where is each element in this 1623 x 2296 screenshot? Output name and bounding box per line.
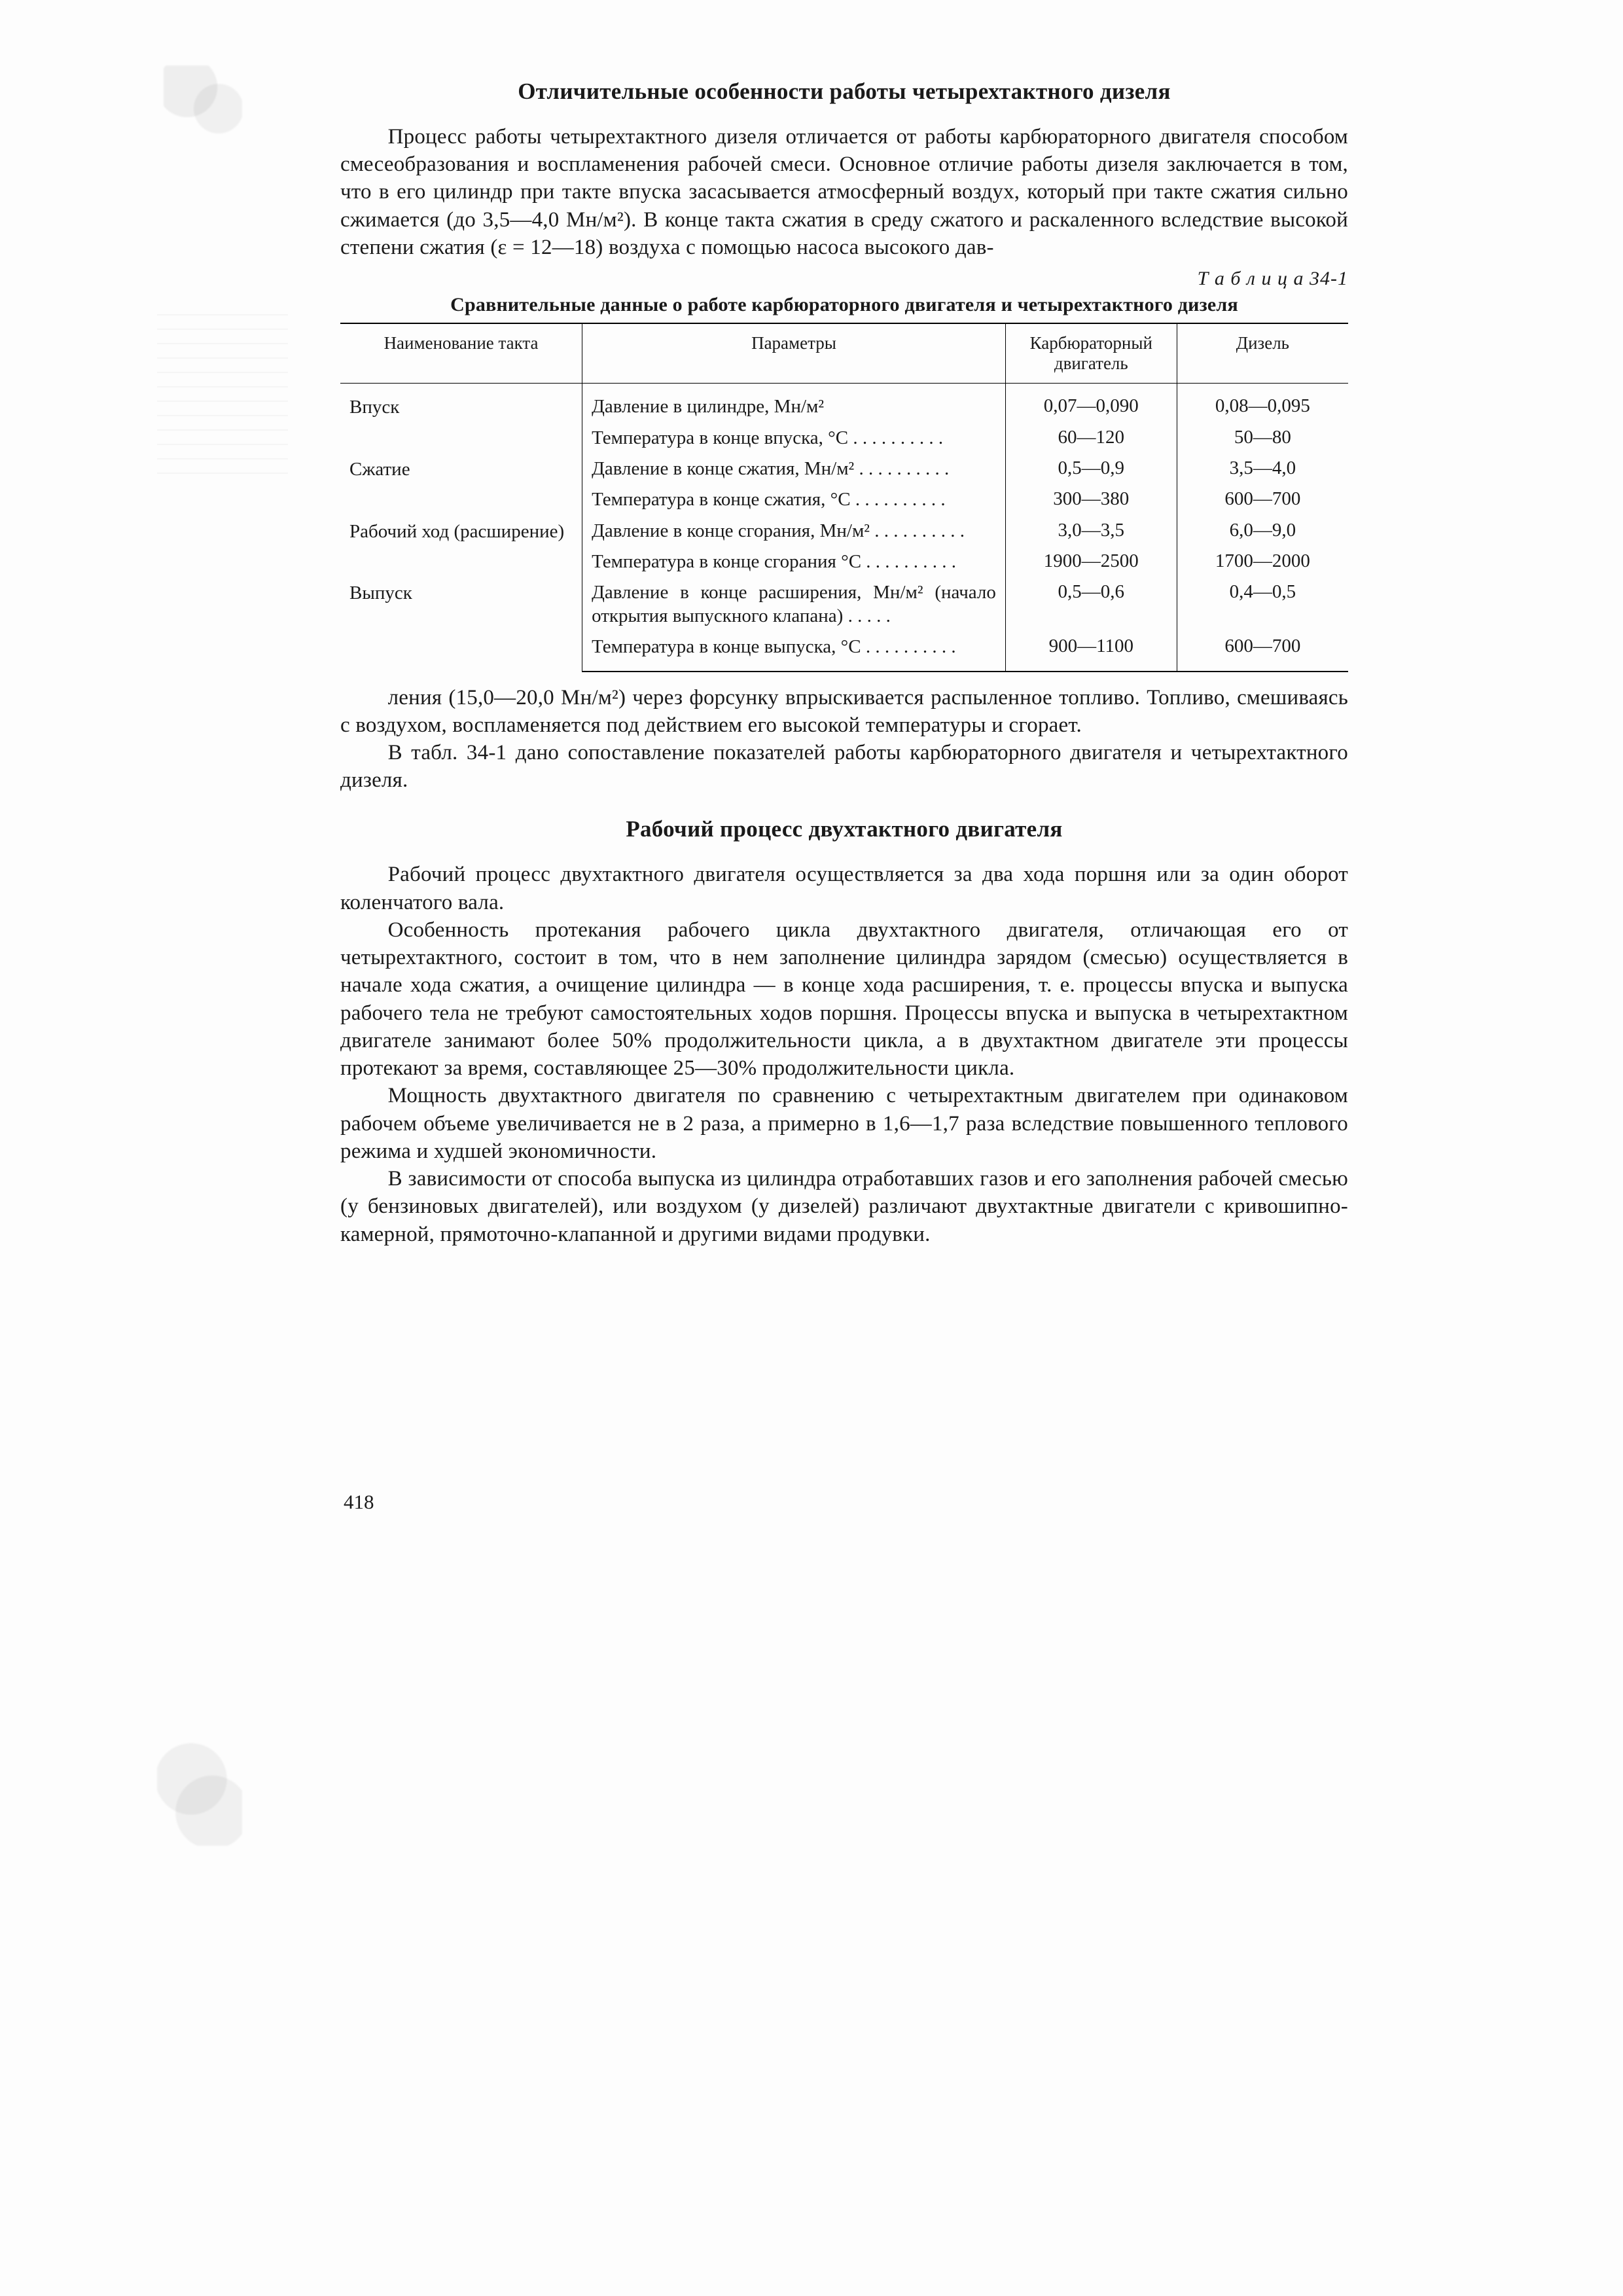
scan-noise-bottom [157,1734,242,1846]
table-label: Т а б л и ц а 34-1 [340,268,1348,290]
diesel-value-cell: 50—80 [1177,423,1348,454]
parameter-cell: Температура в конце сгорания °С . . . . … [582,547,1006,577]
section-heading-2: Рабочий процесс двухтактного двигателя [340,816,1348,842]
carburetor-value-cell: 900—1100 [1005,632,1177,671]
diesel-value-cell: 600—700 [1177,484,1348,515]
diesel-value-cell: 0,4—0,5 [1177,577,1348,632]
table-header-row: Наименование такта Параметры Карбюраторн… [340,323,1348,384]
scan-noise [164,65,242,137]
page-number: 418 [344,1490,374,1514]
parameter-cell: Температура в конце впуска, °С . . . . .… [582,423,1006,454]
diesel-value-cell: 3,5—4,0 [1177,454,1348,484]
paragraph: В табл. 34-1 дано сопоставление показате… [340,739,1348,794]
body-text: Рабочий процесс двухтактного двигателя о… [340,861,1348,1247]
table-header: Наименование такта [340,323,582,384]
section-heading-1: Отличительные особенности работы четырех… [340,79,1348,105]
paragraph: Рабочий процесс двухтактного двигателя о… [340,861,1348,916]
stroke-name-cell: Впуск [340,384,582,454]
paragraph: Мощность двухтактного двигателя по сравн… [340,1082,1348,1165]
diesel-value-cell: 1700—2000 [1177,547,1348,577]
paragraph: Процесс работы четырехтактного дизеля от… [340,123,1348,261]
carburetor-value-cell: 3,0—3,5 [1005,516,1177,547]
scan-noise-lines [157,314,288,484]
table-header: Параметры [582,323,1006,384]
paragraph: Особенность протекания рабочего цикла дв… [340,916,1348,1082]
diesel-value-cell: 6,0—9,0 [1177,516,1348,547]
table-row: ВпускДавление в цилиндре, Мн/м²0,07—0,09… [340,384,1348,423]
parameter-cell: Температура в конце выпуска, °С . . . . … [582,632,1006,671]
stroke-name-cell: Выпуск [340,577,582,671]
parameter-cell: Давление в конце сжатия, Мн/м² . . . . .… [582,454,1006,484]
table-row: Рабочий ход (расширение)Давление в конце… [340,516,1348,547]
body-text: Процесс работы четырехтактного дизеля от… [340,123,1348,261]
paragraph: ления (15,0—20,0 Мн/м²) через форсунку в… [340,684,1348,739]
carburetor-value-cell: 0,07—0,090 [1005,384,1177,423]
page: Отличительные особенности работы четырех… [0,0,1623,2296]
table-row: ВыпускДавление в конце расширения, Мн/м²… [340,577,1348,632]
comparison-table: Наименование такта Параметры Карбюраторн… [340,323,1348,672]
parameter-cell: Давление в цилиндре, Мн/м² [582,384,1006,423]
table-row: СжатиеДавление в конце сжатия, Мн/м² . .… [340,454,1348,484]
diesel-value-cell: 600—700 [1177,632,1348,671]
stroke-name-cell: Рабочий ход (расширение) [340,516,582,578]
parameter-cell: Температура в конце сжатия, °С . . . . .… [582,484,1006,515]
parameter-cell: Давление в конце сгорания, Мн/м² . . . .… [582,516,1006,547]
body-text: ления (15,0—20,0 Мн/м²) через форсунку в… [340,684,1348,795]
carburetor-value-cell: 0,5—0,9 [1005,454,1177,484]
diesel-value-cell: 0,08—0,095 [1177,384,1348,423]
carburetor-value-cell: 1900—2500 [1005,547,1177,577]
carburetor-value-cell: 300—380 [1005,484,1177,515]
parameter-cell: Давление в конце расширения, Мн/м² (нача… [582,577,1006,632]
carburetor-value-cell: 60—120 [1005,423,1177,454]
table-header: Дизель [1177,323,1348,384]
stroke-name-cell: Сжатие [340,454,582,516]
carburetor-value-cell: 0,5—0,6 [1005,577,1177,632]
table-title: Сравнительные данные о работе карбюратор… [340,294,1348,316]
table-header: Карбюраторный двигатель [1005,323,1177,384]
paragraph: В зависимости от способа выпуска из цили… [340,1165,1348,1248]
